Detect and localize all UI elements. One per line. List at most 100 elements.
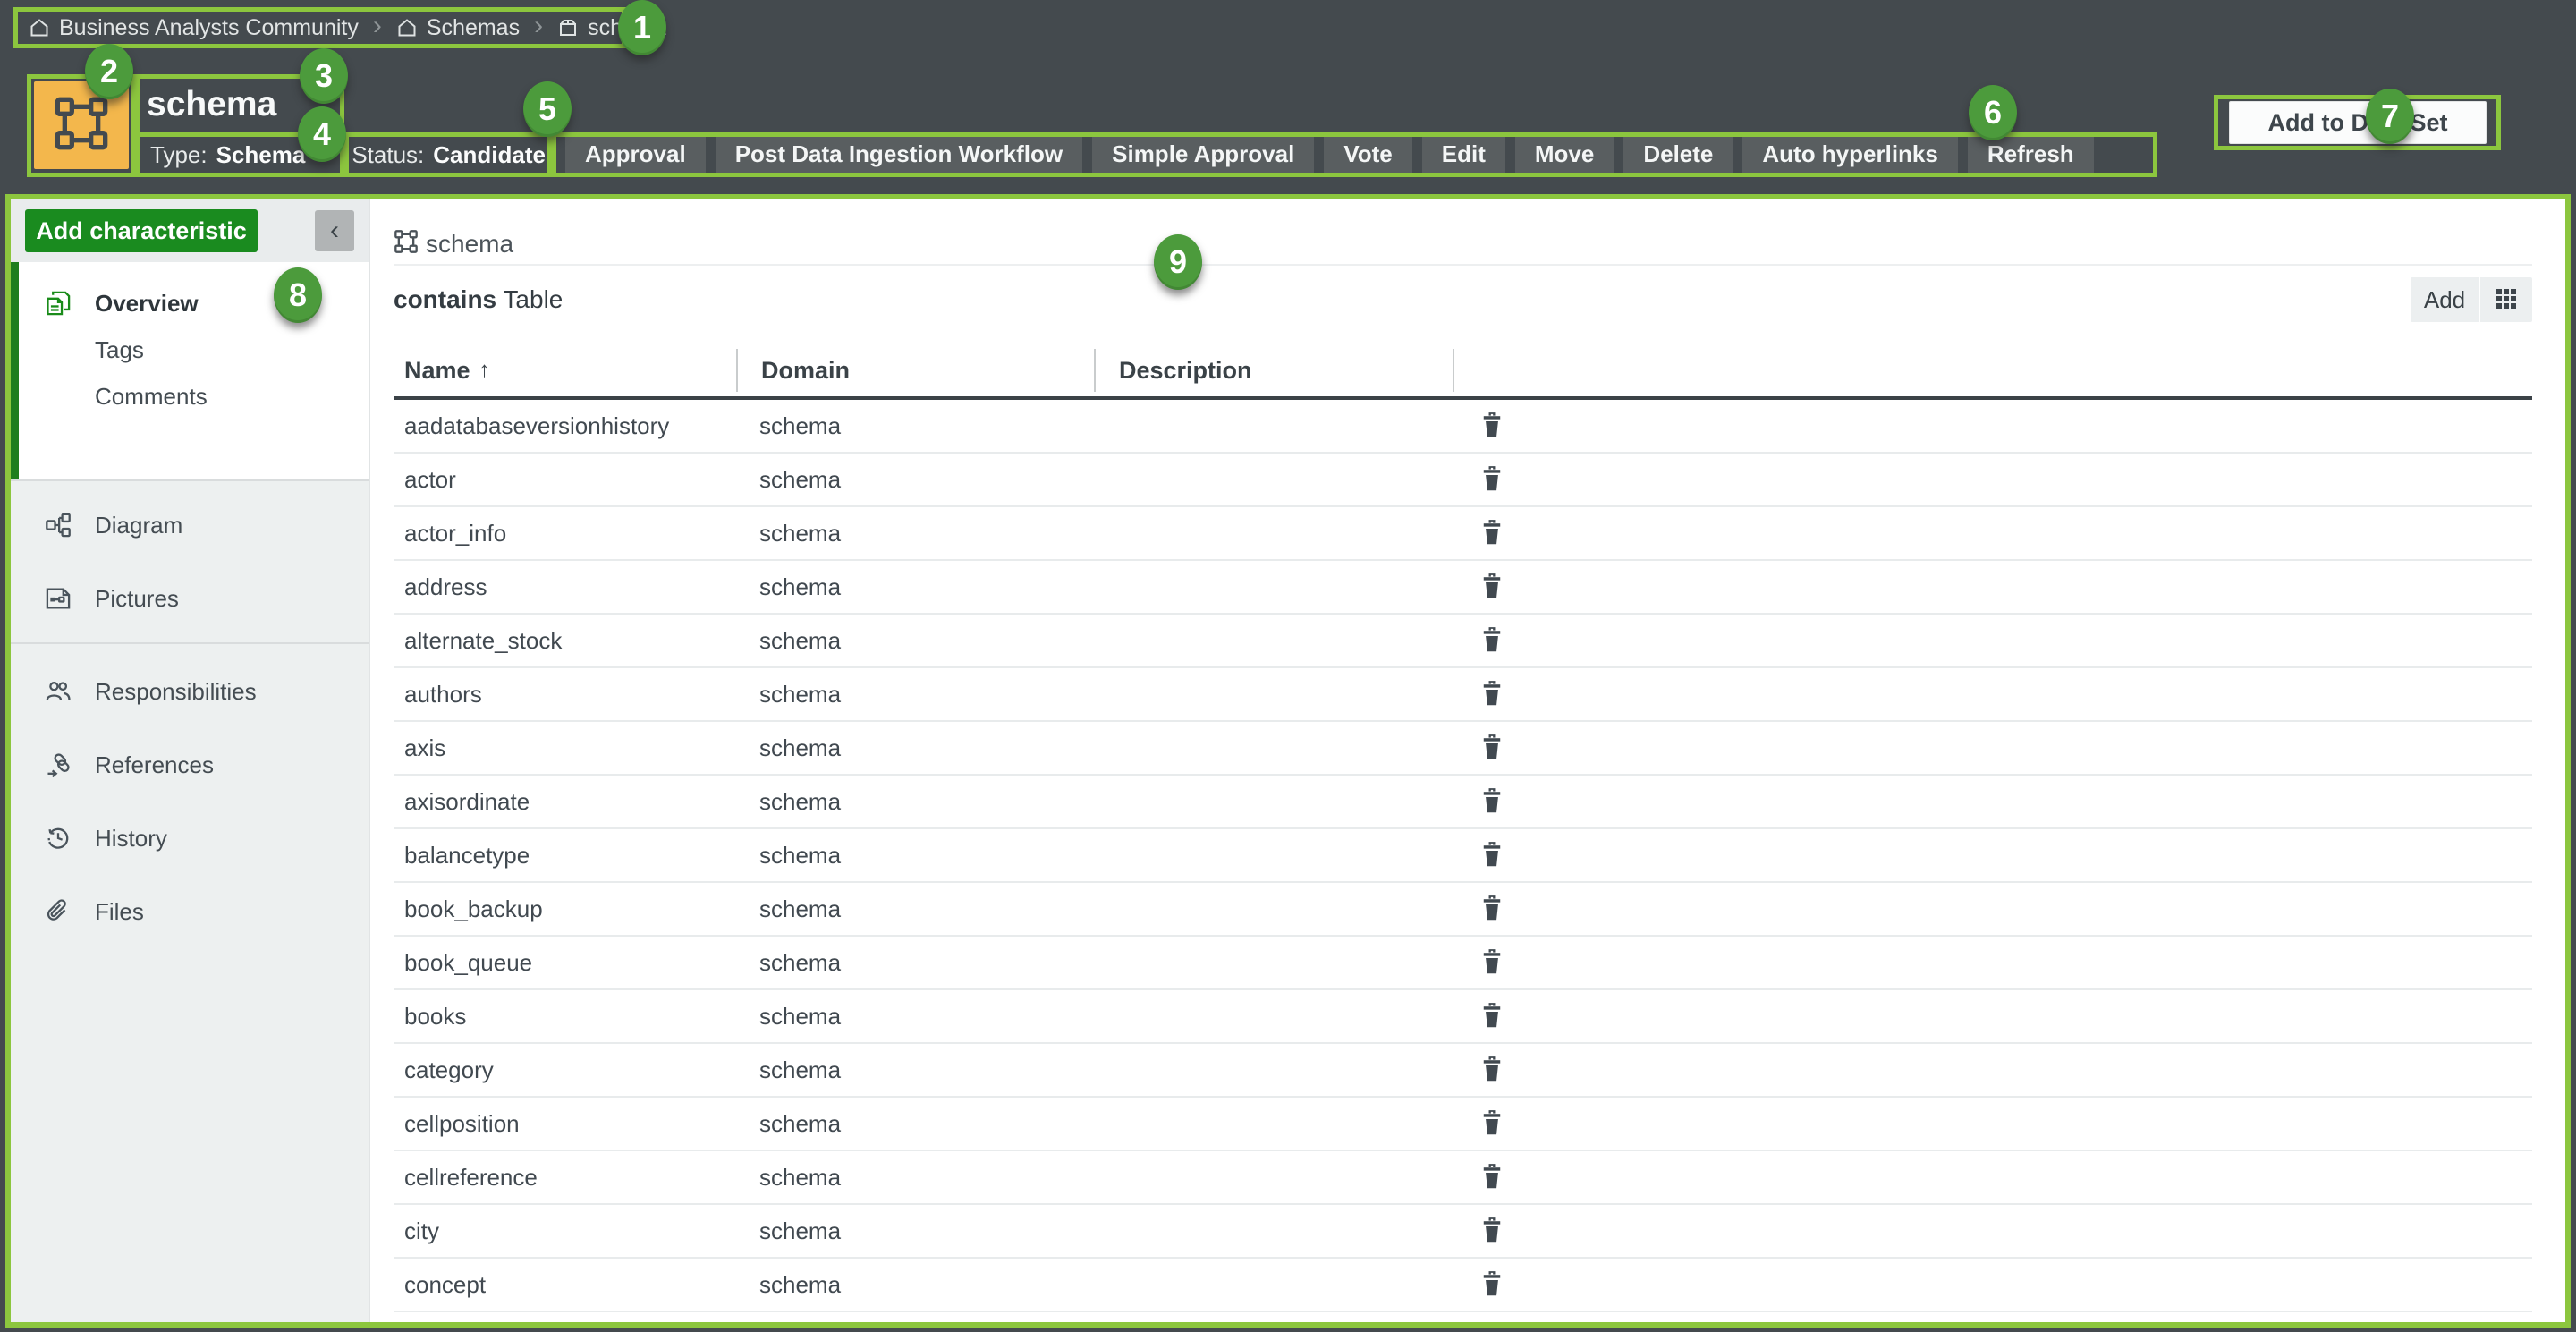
chevron-left-icon: ‹	[330, 216, 339, 245]
cell-name[interactable]: axis	[404, 734, 446, 761]
delete-row-button[interactable]	[1479, 519, 1504, 548]
delete-row-button[interactable]	[1479, 1056, 1504, 1085]
sidebar-item-overview[interactable]: Overview	[11, 280, 369, 327]
table-row[interactable]: cellposition schema	[394, 1098, 2532, 1151]
cell-name[interactable]: alternate_stock	[404, 626, 563, 654]
table-row[interactable]: concept schema	[394, 1259, 2532, 1312]
table-row[interactable]: books schema	[394, 990, 2532, 1044]
table-row[interactable]: actor schema	[394, 454, 2532, 507]
cell-name[interactable]: actor	[404, 465, 456, 493]
sidebar-item-files[interactable]: Files	[11, 875, 369, 948]
refresh-button[interactable]: Refresh	[1967, 134, 2094, 174]
column-header-description[interactable]: Description	[1094, 349, 1453, 392]
cell-name[interactable]: concept	[404, 1270, 487, 1298]
trash-icon	[1479, 1109, 1504, 1139]
breadcrumb-item-schema[interactable]: schema	[557, 15, 666, 41]
cell-name[interactable]: book_queue	[404, 948, 533, 976]
cell-name[interactable]: actor_info	[404, 519, 507, 547]
delete-row-button[interactable]	[1479, 573, 1504, 602]
table-row[interactable]: axis schema	[394, 722, 2532, 776]
delete-row-button[interactable]	[1479, 465, 1504, 495]
delete-row-button[interactable]	[1479, 895, 1504, 924]
approval-button[interactable]: Approval	[565, 134, 706, 174]
trash-icon	[1479, 948, 1504, 978]
delete-row-button[interactable]	[1479, 680, 1504, 709]
cell-name[interactable]: axisordinate	[404, 787, 530, 815]
auto-hyperlinks-button[interactable]: Auto hyperlinks	[1742, 134, 1958, 174]
delete-row-button[interactable]	[1479, 1163, 1504, 1192]
sidebar-item-tags[interactable]: Tags	[11, 327, 369, 373]
status-value[interactable]: Candidate	[433, 140, 546, 168]
add-relation-button[interactable]: Add	[2411, 277, 2479, 322]
diagram-icon	[45, 512, 95, 539]
cell-domain: schema	[759, 1217, 842, 1244]
delete-row-button[interactable]	[1479, 411, 1504, 441]
delete-row-button[interactable]	[1479, 1217, 1504, 1246]
cell-domain: schema	[759, 734, 842, 761]
table-row[interactable]: balancetype schema	[394, 829, 2532, 883]
sidebar-item-responsibilities[interactable]: Responsibilities	[11, 655, 369, 728]
chevron-right-icon: ›	[534, 11, 544, 40]
add-to-data-set-button[interactable]: Add to Data Set	[2229, 101, 2487, 144]
table-row[interactable]: city schema	[394, 1205, 2532, 1259]
column-header-domain[interactable]: Domain	[736, 349, 1094, 392]
table-row[interactable]: address schema	[394, 561, 2532, 615]
cell-domain: schema	[759, 1109, 842, 1137]
table-row[interactable]: actor_info schema	[394, 507, 2532, 561]
action-toolbar: Approval Post Data Ingestion Workflow Si…	[565, 134, 2094, 174]
sidebar-item-comments[interactable]: Comments	[11, 373, 369, 420]
sidebar-item-diagram[interactable]: Diagram	[11, 488, 369, 562]
table-row[interactable]: aadatabaseversionhistory schema	[394, 400, 2532, 454]
cell-name[interactable]: book_backup	[404, 895, 543, 922]
table-row[interactable]: category schema	[394, 1044, 2532, 1098]
table-row[interactable]: book_backup schema	[394, 883, 2532, 937]
breadcrumb-item-schemas[interactable]: Schemas	[396, 15, 520, 41]
post-data-ingestion-workflow-button[interactable]: Post Data Ingestion Workflow	[715, 134, 1083, 174]
sidebar-item-references[interactable]: References	[11, 728, 369, 802]
cell-name[interactable]: category	[404, 1056, 494, 1083]
annotation-circle-6: 6	[1969, 85, 2017, 140]
annotation-circle-5: 5	[523, 81, 572, 137]
grid-icon	[2495, 287, 2518, 313]
delete-row-button[interactable]	[1479, 948, 1504, 978]
edit-button[interactable]: Edit	[1421, 134, 1505, 174]
cell-name[interactable]: aadatabaseversionhistory	[404, 411, 670, 439]
table-row[interactable]: axisordinate schema	[394, 776, 2532, 829]
vote-button[interactable]: Vote	[1324, 134, 1412, 174]
delete-button[interactable]: Delete	[1623, 134, 1733, 174]
cell-name[interactable]: authors	[404, 680, 482, 708]
cell-name[interactable]: address	[404, 573, 487, 600]
table-row[interactable]: authors schema	[394, 668, 2532, 722]
grid-view-button[interactable]	[2480, 277, 2532, 322]
breadcrumb-item-community[interactable]: Business Analysts Community	[29, 15, 359, 41]
simple-approval-button[interactable]: Simple Approval	[1092, 134, 1315, 174]
cell-domain: schema	[759, 948, 842, 976]
relation-title: contains Table	[394, 285, 563, 314]
sidebar-item-pictures[interactable]: Pictures	[11, 562, 369, 635]
cell-name[interactable]: cellreference	[404, 1163, 538, 1191]
cell-name[interactable]: balancetype	[404, 841, 530, 869]
sidebar-section-visuals: Diagram Pictures	[11, 481, 369, 644]
references-icon	[45, 751, 95, 778]
delete-row-button[interactable]	[1479, 734, 1504, 763]
column-header-name[interactable]: Name ↑	[404, 356, 490, 384]
cell-name[interactable]: books	[404, 1002, 467, 1030]
cell-name[interactable]: city	[404, 1217, 439, 1244]
collapse-sidebar-button[interactable]: ‹	[315, 210, 354, 251]
add-characteristic-button[interactable]: Add characteristic	[25, 209, 258, 252]
delete-row-button[interactable]	[1479, 626, 1504, 656]
trash-icon	[1479, 573, 1504, 602]
delete-row-button[interactable]	[1479, 1002, 1504, 1031]
delete-row-button[interactable]	[1479, 787, 1504, 817]
table-row[interactable]: book_queue schema	[394, 937, 2532, 990]
table-row[interactable]: cellreference schema	[394, 1151, 2532, 1205]
delete-row-button[interactable]	[1479, 1109, 1504, 1139]
move-button[interactable]: Move	[1514, 134, 1614, 174]
cell-domain: schema	[759, 1163, 842, 1191]
sidebar-item-history[interactable]: History	[11, 802, 369, 875]
delete-row-button[interactable]	[1479, 841, 1504, 870]
cell-name[interactable]: cellposition	[404, 1109, 520, 1137]
table-row[interactable]: alternate_stock schema	[394, 615, 2532, 668]
delete-row-button[interactable]	[1479, 1270, 1504, 1300]
